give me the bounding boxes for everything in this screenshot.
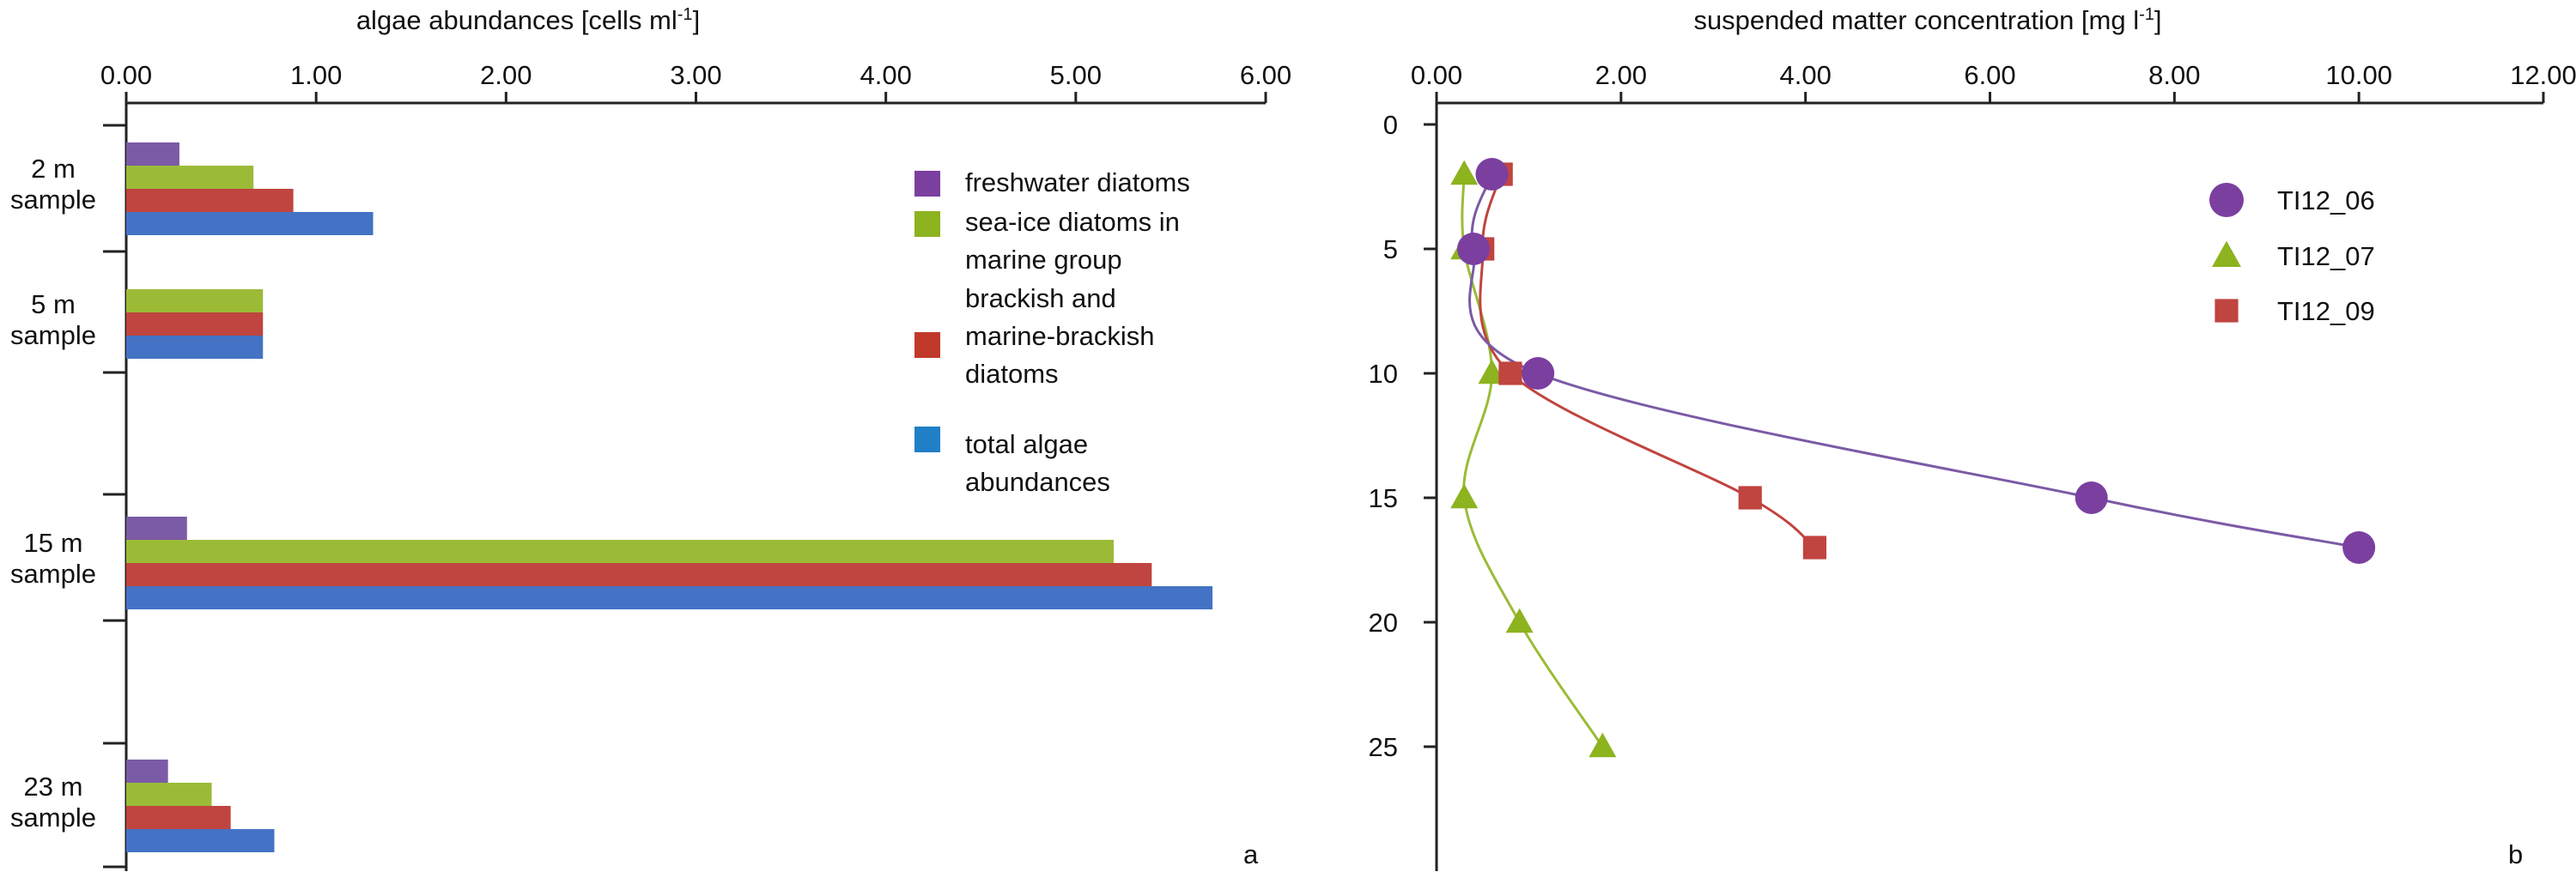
panel-a-x-tick-label: 3.00 (670, 60, 721, 90)
panel-a-legend: freshwater diatoms sea-ice diatoms in mari… (914, 167, 1190, 497)
legend-marker-ti12-06 (2209, 183, 2244, 217)
category-label-23-m: 23 m (24, 772, 83, 802)
bar-23-m-sea-ice-diatoms-in-marine-group (126, 783, 212, 806)
panel-b-line-chart: suspended matter concentration [mg l-1] … (1369, 5, 2576, 871)
bar-15-m-total-algae-abundances (126, 586, 1213, 609)
marker-ti12-06 (2342, 531, 2376, 564)
bar-2-m-brackish-and-marine-brackish-diatoms (126, 189, 294, 212)
legend-swatch-total-algae-abundances (914, 427, 940, 452)
category-label-5-m: 5 m (31, 289, 76, 319)
bar-23-m-total-algae-abundances (126, 829, 275, 852)
bar-5-m-sea-ice-diatoms-in-marine-group (126, 289, 264, 312)
panel-b-x-axis-title: suspended matter concentration [mg l-1] (1693, 5, 2161, 35)
panel-b-markers (1450, 158, 2376, 758)
panel-b-label: b (2508, 839, 2523, 869)
panel-b-x-ticks: 0.00 2.00 4.00 6.00 8.00 10.00 12.00 (1411, 60, 2576, 103)
legend-label-total-algae-abundances: total algae (965, 429, 1088, 459)
legend-swatch-brackish-and-marine-brackish-diatoms (914, 332, 940, 358)
category-label-sample: sample (10, 185, 96, 215)
panel-b-x-tick-label: 6.00 (1964, 60, 2015, 90)
bar-15-m-brackish-and-marine-brackish-diatoms (126, 563, 1152, 586)
marker-ti12-07 (1505, 608, 1534, 633)
panel-b-y-tick-label: 25 (1369, 732, 1398, 762)
panel-b-x-tick-label: 10.00 (2325, 60, 2392, 90)
panel-b-y-tick-label: 0 (1383, 110, 1398, 140)
legend-label-brackish-and-marine-brackish-diatoms: marine-brackish (965, 321, 1155, 351)
marker-ti12-09 (1738, 486, 1762, 510)
marker-ti12-09 (1498, 361, 1522, 385)
panel-b-x-tick-label: 4.00 (1779, 60, 1831, 90)
panel-a-x-axis-title: algae abundances [cells ml-1] (356, 5, 700, 35)
panel-b-y-tick-label: 10 (1369, 359, 1398, 389)
legend-label-sea-ice-diatoms-in-marine-group: marine group (965, 245, 1122, 275)
category-label-2-m: 2 m (31, 154, 76, 184)
legend-label-sea-ice-diatoms-in-marine-group: sea-ice diatoms in (965, 207, 1180, 237)
panel-b-x-tick-label: 12.00 (2510, 60, 2576, 90)
legend-swatch-freshwater-diatoms (914, 171, 940, 197)
panel-b-x-tick-label: 0.00 (1411, 60, 1462, 90)
panel-a-x-tick-label: 0.00 (100, 60, 152, 90)
panel-b-x-tick-label: 8.00 (2148, 60, 2200, 90)
bar-5-m-total-algae-abundances (126, 336, 264, 359)
legend-label-total-algae-abundances: abundances (965, 467, 1110, 497)
panel-b-y-tick-label: 20 (1369, 608, 1398, 638)
panel-b-y-tick-label: 15 (1369, 483, 1398, 513)
marker-ti12-07 (1589, 732, 1617, 758)
panel-b-y-tick-label: 5 (1383, 234, 1398, 264)
bar-15-m-sea-ice-diatoms-in-marine-group (126, 540, 1115, 563)
bar-23-m-brackish-and-marine-brackish-diatoms (126, 806, 231, 829)
panel-a-bars (126, 142, 1213, 852)
legend-label-ti12-07: TI12_07 (2277, 241, 2375, 271)
category-label-sample: sample (10, 320, 96, 350)
bar-2-m-freshwater-diatoms (126, 142, 179, 166)
panel-a-x-tick-label: 4.00 (860, 60, 911, 90)
marker-ti12-06 (1456, 233, 1490, 265)
panel-b-x-tick-label: 2.00 (1595, 60, 1647, 90)
panel-b-y-ticks: 0 5 10 15 20 25 (1369, 110, 1437, 762)
panel-a-x-ticks: 0.00 1.00 2.00 3.00 4.00 5.00 6.00 (100, 60, 1291, 103)
marker-ti12-06 (1522, 357, 1555, 390)
marker-ti12-06 (1475, 158, 1509, 191)
panel-a-x-tick-label: 5.00 (1050, 60, 1102, 90)
panel-b-legend: TI12_06 TI12_07 TI12_09 (2209, 183, 2375, 326)
category-label-sample: sample (10, 559, 96, 589)
category-label-sample: sample (10, 802, 96, 833)
legend-label-ti12-09: TI12_09 (2277, 296, 2375, 326)
panel-a-x-tick-label: 6.00 (1240, 60, 1291, 90)
panel-a-label: a (1243, 839, 1259, 869)
legend-label-brackish-and-marine-brackish-diatoms: brackish and (965, 283, 1116, 313)
legend-marker-ti12-09 (2215, 299, 2239, 323)
bar-15-m-freshwater-diatoms (126, 517, 187, 540)
marker-ti12-07 (1450, 160, 1479, 185)
marker-ti12-09 (1802, 536, 1827, 560)
panel-a-x-tick-label: 2.00 (480, 60, 532, 90)
panel-a-x-tick-label: 1.00 (290, 60, 342, 90)
bar-2-m-sea-ice-diatoms-in-marine-group (126, 166, 254, 189)
category-label-15-m: 15 m (24, 528, 83, 558)
bar-5-m-brackish-and-marine-brackish-diatoms (126, 312, 264, 336)
legend-label-ti12-06: TI12_06 (2277, 185, 2375, 215)
legend-marker-ti12-07 (2212, 240, 2241, 268)
bar-23-m-freshwater-diatoms (126, 760, 168, 783)
legend-label-freshwater-diatoms: freshwater diatoms (965, 167, 1190, 197)
bar-2-m-total-algae-abundances (126, 212, 374, 235)
marker-ti12-06 (2075, 481, 2108, 514)
marker-ti12-07 (1450, 483, 1479, 509)
legend-swatch-sea-ice-diatoms-in-marine-group (914, 211, 940, 237)
panel-a-bar-chart: algae abundances [cells ml-1] 0.00 1.00 2.… (10, 5, 1291, 871)
panel-a-category-separators (103, 124, 126, 869)
line-ti12-06 (1468, 173, 2360, 549)
legend-label-brackish-and-marine-brackish-diatoms: diatoms (965, 359, 1059, 389)
